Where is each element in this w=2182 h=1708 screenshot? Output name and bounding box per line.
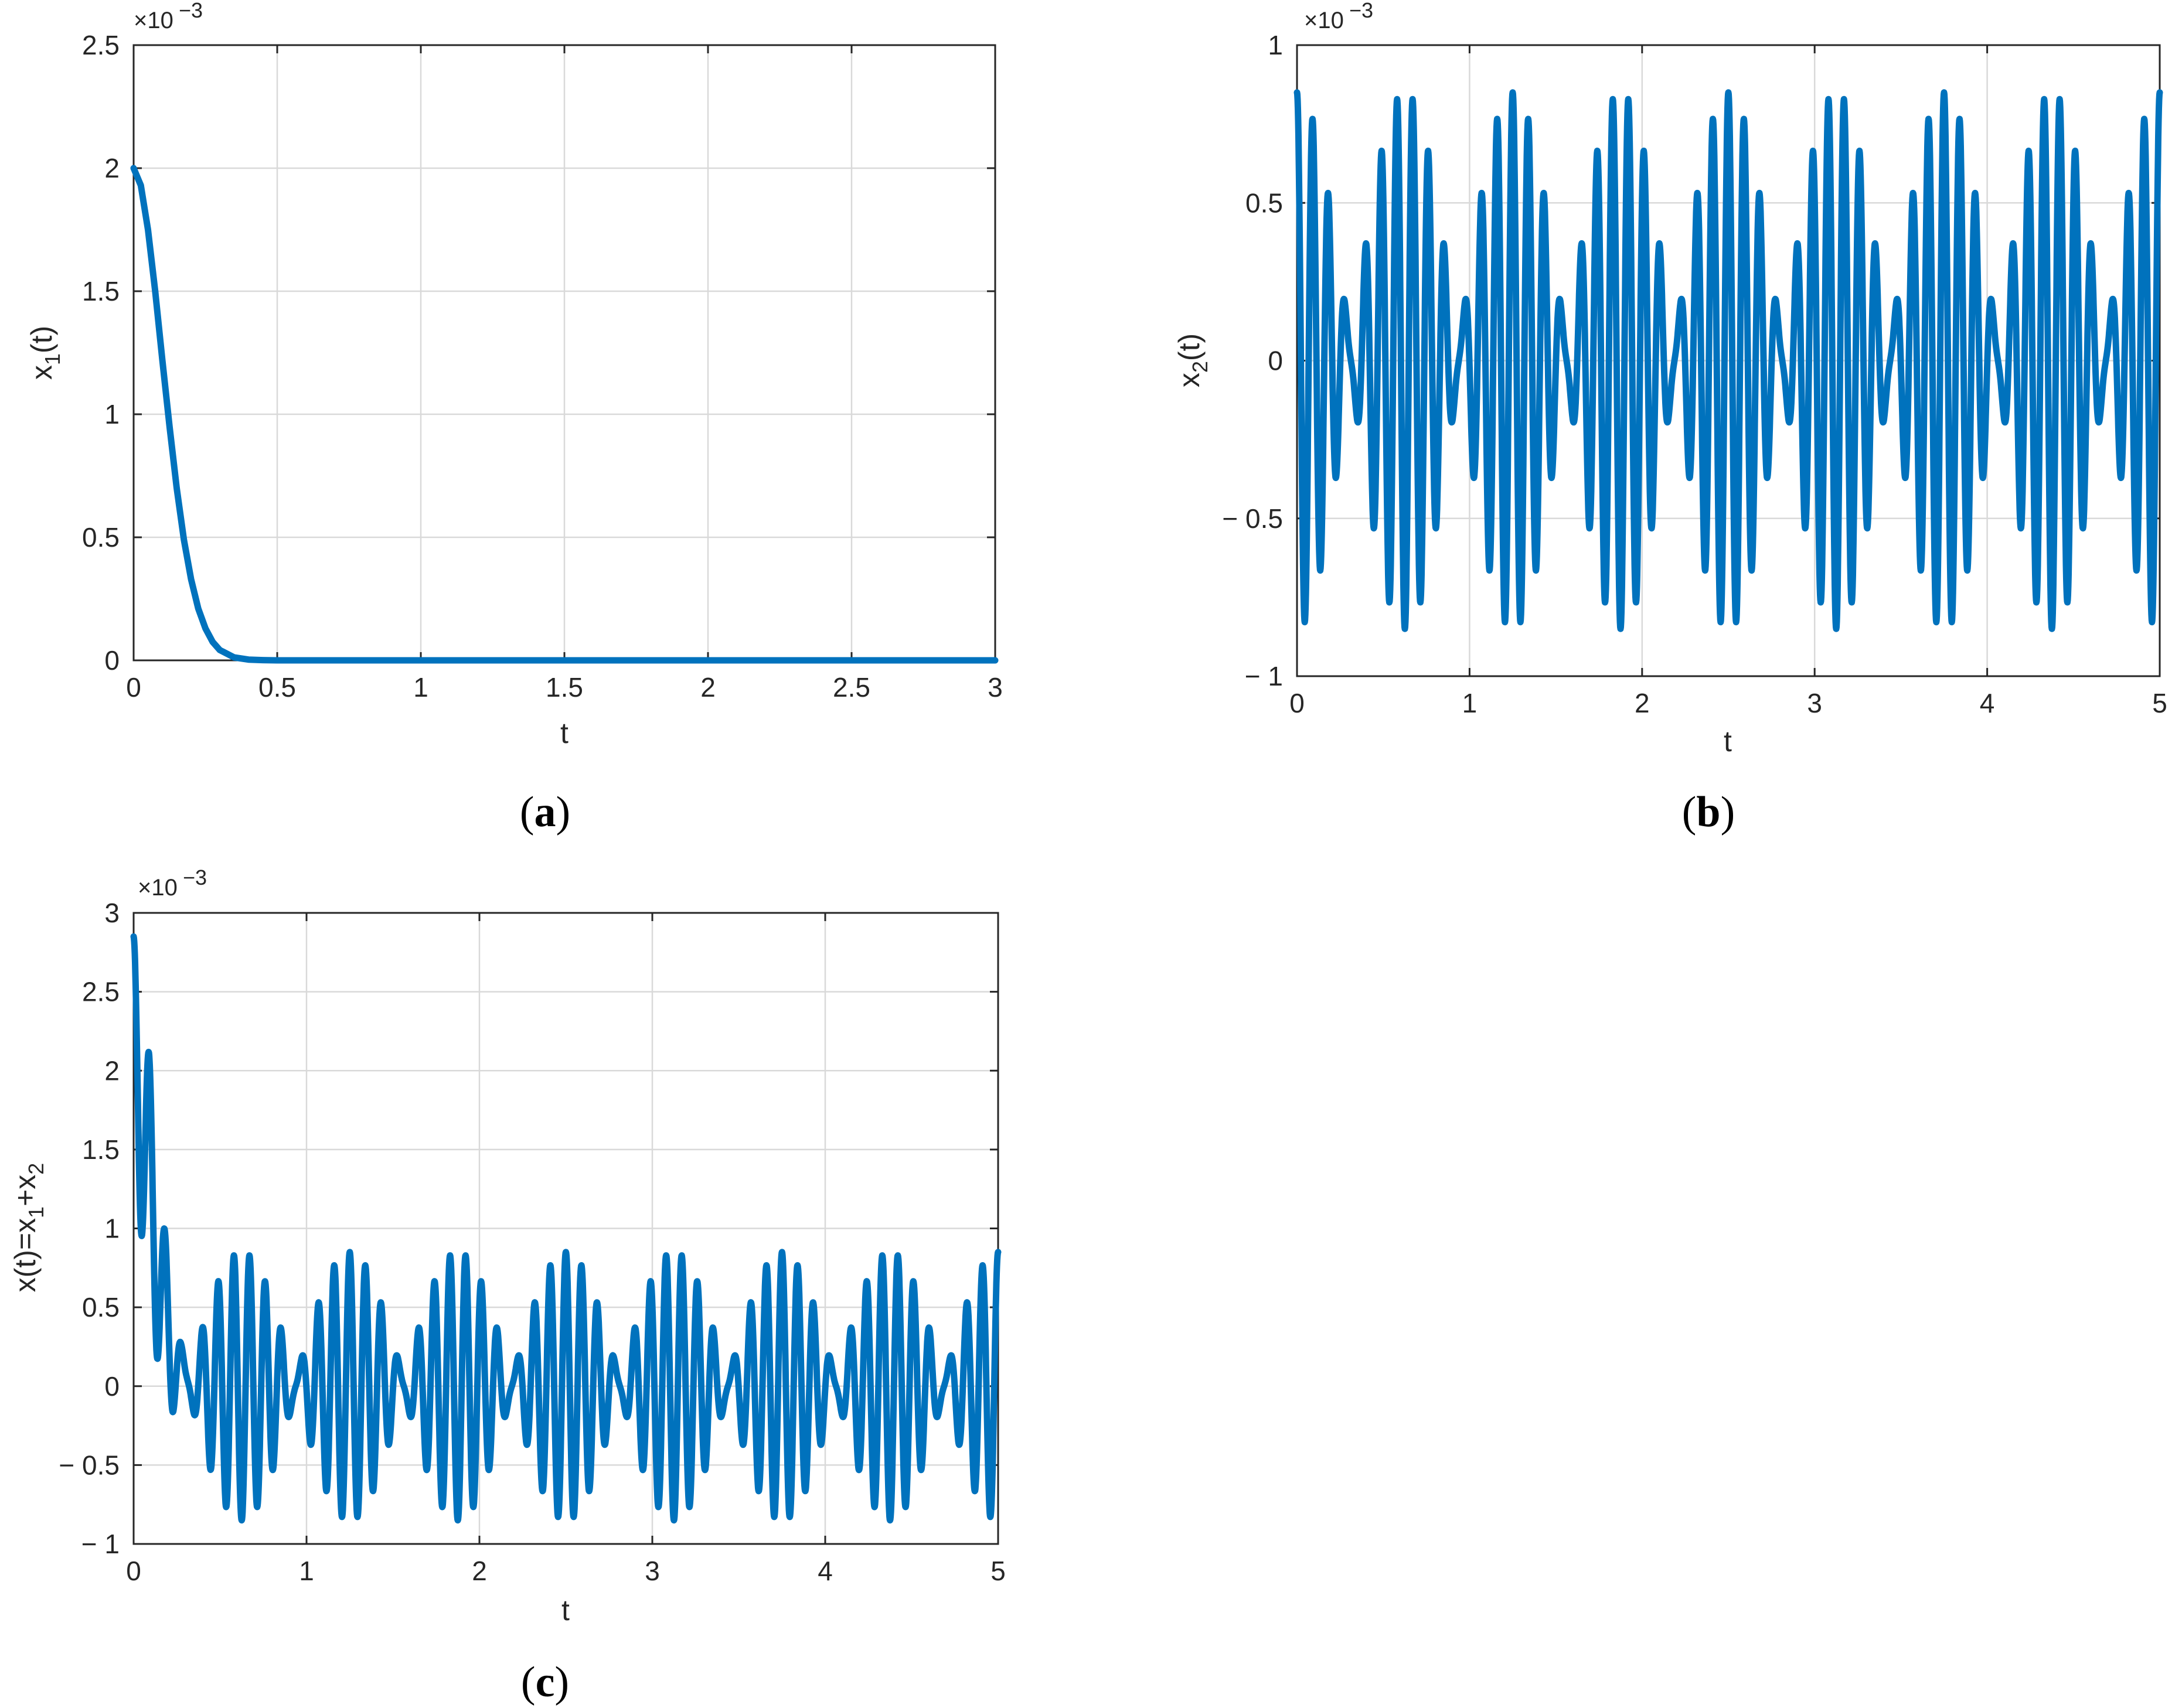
- panel-c-exponent-power: −3: [183, 865, 207, 889]
- panel-c-ylabel-main: x(t)=x: [9, 1218, 42, 1292]
- panel-c-grid: [134, 913, 998, 1544]
- panel-c-xtick-label: 1: [299, 1556, 314, 1586]
- panel-b-curve-layer: [1293, 89, 2163, 632]
- panel-a-series-line: [130, 165, 999, 664]
- panel-c-ytick-label: 1.5: [82, 1134, 120, 1165]
- panel-c-exponent-base: ×10: [138, 875, 178, 901]
- panel-c-caption-letter: c: [536, 1658, 555, 1706]
- panel-a-xlabel: t: [560, 717, 569, 749]
- panel-b-caption-letter: b: [1696, 788, 1720, 836]
- panel-c-ylabel: x(t)=x1+x2: [9, 1163, 48, 1293]
- panel-c-ticks: 0 1 2 3 4 5 − 1 − 0.5 0 0.5 1 1.5 2 2.5 3: [59, 898, 1005, 1586]
- panel-a-xtick-label: 0.5: [258, 672, 296, 703]
- panel-b-xtick-label: 5: [2152, 688, 2167, 718]
- panel-c-xtick-label: 3: [645, 1556, 660, 1586]
- panel-c: 0 1 2 3 4 5 − 1 − 0.5 0 0.5 1 1.5 2 2.5 3 ×10 −3 t x(t…: [9, 865, 1006, 1706]
- panel-a-ticks: 0 0.5 1 1.5 2 2.5 3 0 0.5 1 1.5 2 2.5: [82, 30, 1003, 703]
- panel-b-exponent-power: −3: [1349, 0, 1373, 22]
- panel-b-ylabel-main: x: [1173, 373, 1206, 387]
- panel-a-ytick-label: 2: [104, 153, 120, 183]
- panel-a-xtick-label: 2: [700, 672, 716, 703]
- panel-a-exponent-power: −3: [179, 0, 203, 22]
- panel-a-xtick-label: 1.5: [546, 672, 583, 703]
- panel-a-xtick-label: 1: [413, 672, 428, 703]
- panel-a-xtick-label: 3: [988, 672, 1003, 703]
- panel-a-ylabel-sub: 1: [40, 353, 64, 365]
- panel-a-curve-layer: [130, 165, 999, 664]
- panel-a-xtick-label: 2.5: [833, 672, 870, 703]
- panel-a-ytick-label: 0.5: [82, 522, 120, 553]
- panel-b-series-line: [1293, 89, 2163, 632]
- panel-b-ylabel: x2(t): [1173, 333, 1212, 387]
- panel-a-ytick-label: 2.5: [82, 30, 120, 60]
- panel-a-ytick-label: 1: [104, 399, 120, 429]
- panel-c-xtick-label: 2: [472, 1556, 487, 1586]
- panel-c-ytick-label: 1: [104, 1213, 120, 1244]
- svg-text:x2(t): x2(t): [1173, 333, 1212, 387]
- panel-b-caption: (b): [1682, 788, 1735, 836]
- panel-a-ylabel: x1(t): [25, 326, 64, 380]
- panel-b-ytick-label: 1: [1268, 30, 1283, 60]
- panel-b-xtick-label: 3: [1807, 688, 1822, 718]
- panel-b-ytick-label: − 0.5: [1222, 503, 1283, 534]
- svg-text:x1(t): x1(t): [25, 326, 64, 380]
- panel-c-ytick-label: − 1: [81, 1529, 120, 1559]
- panel-a-caption-letter: a: [535, 788, 556, 836]
- panel-b-xlabel: t: [1724, 725, 1732, 758]
- panel-b-ytick-label: 0: [1268, 346, 1283, 376]
- panel-c-ylabel-sub: 1: [24, 1206, 48, 1218]
- panel-c-xtick-label: 5: [990, 1556, 1006, 1586]
- panel-c-caption: (c): [521, 1658, 569, 1706]
- panel-b-xtick-label: 2: [1635, 688, 1650, 718]
- panel-c-curve-layer: [130, 933, 1002, 1524]
- panel-a-grid: [134, 45, 995, 660]
- panel-a-ylabel-main: x: [25, 365, 58, 380]
- panel-a: 0 0.5 1 1.5 2 2.5 300.511.522.5 ×10 −3 t x1(t)…: [25, 0, 1003, 836]
- panel-b-xtick-label: 0: [1289, 688, 1305, 718]
- panel-c-xtick-label: 0: [126, 1556, 141, 1586]
- panel-c-ylabel-sub2: 2: [24, 1163, 48, 1175]
- svg-text:x(t)=x1+x2: x(t)=x1+x2: [9, 1163, 48, 1293]
- panel-b-xtick-label: 1: [1462, 688, 1478, 718]
- panel-b-ylabel-tail: (t): [1173, 333, 1206, 361]
- panel-c-xtick-label: 4: [818, 1556, 833, 1586]
- panel-c-series-line: [130, 933, 1002, 1524]
- panel-b-ticks: 0 1 2 3 4 5 − 1 − 0.5 0 0.5 1: [1222, 30, 2167, 718]
- panel-b-exponent-base: ×10: [1304, 8, 1344, 33]
- panel-a-caption: (a): [520, 788, 570, 836]
- panel-c-ytick-label: 3: [104, 898, 120, 928]
- panel-c-ytick-label: 0.5: [82, 1292, 120, 1322]
- panel-b-ytick-label: 0.5: [1245, 187, 1283, 218]
- panel-a-exponent-base: ×10: [134, 8, 173, 33]
- panel-c-xlabel: t: [561, 1594, 570, 1627]
- panel-b: 0 1 2 3 4 5− 1− 0.500.51 ×10 −3 t x2(t) (b): [1173, 0, 2167, 836]
- panel-c-ytick-label: 0: [104, 1371, 120, 1402]
- panel-a-ytick-label: 0: [104, 645, 120, 676]
- panel-a-xtick-label: 0: [126, 672, 141, 703]
- panel-b-ytick-label: − 1: [1245, 661, 1283, 691]
- panel-a-ylabel-tail: (t): [25, 326, 58, 353]
- panel-b-ylabel-sub: 2: [1188, 361, 1212, 373]
- panel-c-ytick-label: 2: [104, 1055, 120, 1086]
- panel-c-ylabel-mid: +x: [9, 1175, 42, 1206]
- panel-c-ytick-label: − 0.5: [59, 1450, 120, 1480]
- panel-c-ytick-label: 2.5: [82, 977, 120, 1007]
- panel-b-xtick-label: 4: [1980, 688, 1995, 718]
- panel-a-ytick-label: 1.5: [82, 276, 120, 306]
